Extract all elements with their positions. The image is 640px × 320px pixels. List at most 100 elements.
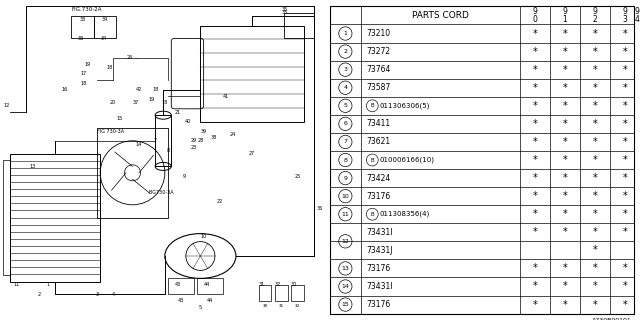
- Text: *: *: [563, 83, 567, 93]
- Text: *: *: [623, 209, 627, 219]
- Bar: [71, 16, 93, 38]
- Text: 011306306(5): 011306306(5): [380, 102, 430, 109]
- Text: PARTS CORD: PARTS CORD: [412, 11, 469, 20]
- Text: 12: 12: [3, 103, 10, 108]
- Text: *: *: [532, 191, 537, 201]
- Text: *: *: [623, 65, 627, 75]
- Text: 42: 42: [136, 87, 142, 92]
- Bar: [97, 128, 168, 218]
- Text: 14: 14: [136, 141, 142, 147]
- Text: *: *: [623, 227, 627, 237]
- Text: *: *: [593, 101, 597, 111]
- Text: *: *: [593, 155, 597, 165]
- Text: 73621: 73621: [366, 137, 390, 147]
- Text: *: *: [563, 65, 567, 75]
- Text: 32: 32: [294, 304, 300, 308]
- Text: 28: 28: [197, 138, 204, 143]
- Text: 8: 8: [166, 148, 170, 153]
- Text: 6: 6: [344, 121, 348, 126]
- Text: 31: 31: [278, 304, 284, 308]
- Text: *: *: [563, 300, 567, 309]
- Text: 73424: 73424: [366, 173, 390, 183]
- Text: *: *: [593, 227, 597, 237]
- Text: 26: 26: [126, 55, 132, 60]
- Text: *: *: [593, 300, 597, 309]
- Text: 10: 10: [342, 194, 349, 199]
- Text: 11: 11: [13, 282, 19, 287]
- Text: 35: 35: [282, 10, 287, 15]
- Text: 34: 34: [100, 36, 106, 41]
- Text: B: B: [371, 103, 374, 108]
- Text: 4: 4: [111, 292, 115, 297]
- Text: 13: 13: [29, 164, 35, 169]
- Text: 1: 1: [47, 282, 50, 287]
- Text: *: *: [563, 119, 567, 129]
- Text: *: *: [623, 155, 627, 165]
- Text: 9: 9: [183, 173, 186, 179]
- Bar: [259, 285, 271, 301]
- Text: 3: 3: [344, 67, 348, 72]
- Text: 9: 9: [344, 176, 348, 180]
- Text: *: *: [532, 227, 537, 237]
- Text: 36: 36: [317, 205, 323, 211]
- Text: *: *: [593, 245, 597, 255]
- Text: *: *: [532, 209, 537, 219]
- Text: 35: 35: [282, 7, 287, 12]
- Text: 14: 14: [341, 284, 349, 289]
- Text: A730B00101: A730B00101: [593, 318, 632, 320]
- Text: 37: 37: [132, 100, 139, 105]
- Text: *: *: [623, 101, 627, 111]
- Text: *: *: [563, 227, 567, 237]
- Text: 33: 33: [79, 17, 86, 22]
- Bar: [197, 278, 223, 294]
- Text: *: *: [563, 209, 567, 219]
- Text: 31: 31: [259, 282, 265, 287]
- Text: *: *: [593, 137, 597, 147]
- Text: 41: 41: [223, 93, 229, 99]
- Text: *: *: [532, 65, 537, 75]
- Text: *: *: [532, 47, 537, 57]
- Text: *: *: [593, 119, 597, 129]
- Text: 22: 22: [217, 199, 223, 204]
- Text: 11: 11: [342, 212, 349, 217]
- Text: FIG730-3A: FIG730-3A: [148, 189, 174, 195]
- Text: 19: 19: [84, 61, 90, 67]
- Text: 2: 2: [344, 49, 348, 54]
- Text: B: B: [371, 157, 374, 163]
- Text: 3: 3: [95, 292, 99, 297]
- Text: *: *: [623, 137, 627, 147]
- Text: 7: 7: [154, 138, 157, 143]
- Text: FIG 730-3A: FIG 730-3A: [97, 129, 124, 134]
- Text: *: *: [532, 83, 537, 93]
- Text: B: B: [371, 212, 374, 217]
- Text: 73176: 73176: [366, 192, 390, 201]
- Text: 33: 33: [77, 36, 84, 41]
- Text: *: *: [623, 191, 627, 201]
- Text: 73210: 73210: [366, 29, 390, 38]
- Text: 18: 18: [152, 87, 158, 92]
- Text: 73411: 73411: [366, 119, 390, 128]
- Text: 30: 30: [262, 304, 268, 308]
- Text: *: *: [532, 28, 537, 38]
- Text: 18: 18: [107, 65, 113, 70]
- Text: 13: 13: [341, 266, 349, 271]
- Text: 19: 19: [149, 97, 155, 102]
- Text: *: *: [563, 28, 567, 38]
- Text: *: *: [563, 173, 567, 183]
- Text: *: *: [532, 173, 537, 183]
- Text: *: *: [623, 119, 627, 129]
- Text: 24: 24: [230, 132, 236, 137]
- Text: 43: 43: [175, 282, 181, 287]
- Text: *: *: [532, 263, 537, 273]
- Text: *: *: [563, 282, 567, 292]
- Text: *: *: [532, 101, 537, 111]
- Text: 73587: 73587: [366, 83, 390, 92]
- Text: 23: 23: [191, 145, 197, 150]
- Text: 73431J: 73431J: [366, 246, 392, 255]
- Text: 34: 34: [102, 17, 108, 22]
- Text: 8: 8: [344, 157, 348, 163]
- Text: *: *: [623, 47, 627, 57]
- Bar: [291, 285, 304, 301]
- Text: 12: 12: [341, 239, 349, 244]
- Bar: [275, 285, 287, 301]
